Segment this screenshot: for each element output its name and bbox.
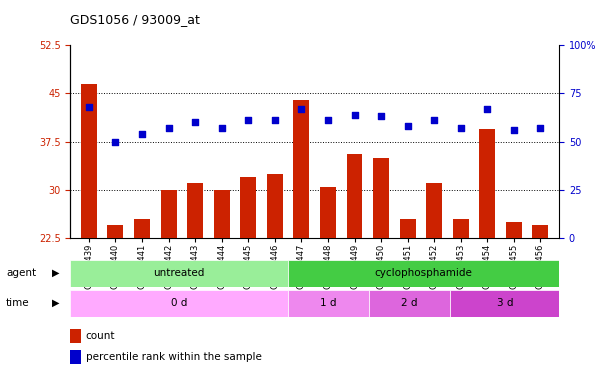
Bar	[480, 129, 496, 238]
Bar	[346, 154, 362, 238]
Bar	[288, 290, 369, 317]
Text: ▶: ▶	[53, 268, 60, 278]
Bar	[267, 174, 283, 238]
Point	[84, 104, 93, 110]
Bar	[450, 290, 559, 317]
Point	[430, 117, 439, 123]
Text: count: count	[86, 331, 115, 341]
Text: percentile rank within the sample: percentile rank within the sample	[86, 352, 262, 362]
Point	[536, 125, 546, 131]
Bar	[108, 225, 123, 238]
Text: time: time	[6, 298, 30, 308]
Bar	[134, 219, 150, 238]
Point	[111, 139, 120, 145]
Text: GDS1056 / 93009_at: GDS1056 / 93009_at	[70, 13, 200, 26]
Bar	[320, 187, 336, 238]
Bar	[369, 290, 450, 317]
Bar	[288, 260, 559, 287]
Point	[296, 106, 306, 112]
Point	[190, 119, 200, 125]
Text: cyclophosphamide: cyclophosphamide	[375, 268, 472, 278]
Point	[483, 106, 492, 112]
Bar	[161, 190, 177, 238]
Bar	[240, 177, 256, 238]
Bar	[373, 158, 389, 238]
Bar	[533, 225, 549, 238]
Bar	[293, 100, 309, 238]
Point	[323, 117, 333, 123]
Text: 1 d: 1 d	[320, 298, 337, 308]
Text: agent: agent	[6, 268, 36, 278]
Point	[509, 127, 519, 133]
Bar	[70, 260, 288, 287]
Bar	[426, 183, 442, 238]
Bar	[70, 290, 288, 317]
Point	[137, 131, 147, 137]
Point	[403, 123, 412, 129]
Point	[270, 117, 280, 123]
Point	[164, 125, 174, 131]
Bar	[453, 219, 469, 238]
Bar	[187, 183, 203, 238]
Point	[217, 125, 227, 131]
Point	[376, 114, 386, 120]
Text: untreated: untreated	[153, 268, 205, 278]
Bar	[81, 84, 97, 238]
Text: ▶: ▶	[53, 298, 60, 308]
Bar	[400, 219, 415, 238]
Point	[456, 125, 466, 131]
Point	[349, 111, 359, 117]
Text: 2 d: 2 d	[401, 298, 418, 308]
Text: 0 d: 0 d	[170, 298, 187, 308]
Bar	[506, 222, 522, 238]
Bar	[214, 190, 230, 238]
Text: 3 d: 3 d	[497, 298, 513, 308]
Point	[243, 117, 253, 123]
